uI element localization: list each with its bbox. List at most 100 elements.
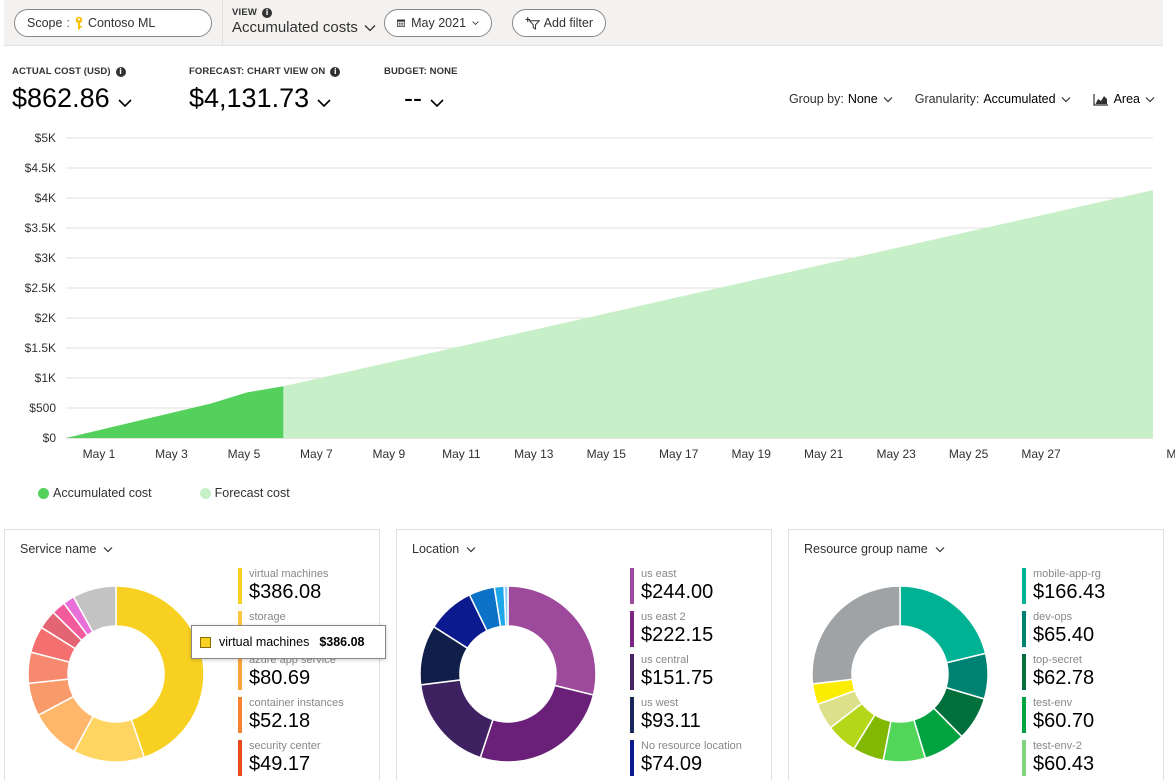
- key-icon: [75, 16, 83, 30]
- color-swatch: [1022, 568, 1026, 604]
- group-by-dropdown[interactable]: Group by: None: [789, 92, 893, 106]
- info-icon: i: [115, 66, 126, 77]
- forecast-kpi: FORECAST: CHART VIEW ON i $4,131.73: [189, 66, 341, 114]
- card-title: Service name: [20, 542, 97, 556]
- toolbar-divider: [222, 0, 223, 46]
- item-value: $244.00: [641, 581, 714, 603]
- resource-group-dropdown[interactable]: Resource group name: [804, 542, 945, 556]
- x-tick-label: May 27: [1021, 447, 1061, 461]
- budget-label: BUDGET: NONE: [384, 66, 458, 77]
- list-item[interactable]: security center $49.17: [238, 740, 378, 780]
- list-item[interactable]: test-env-2 $60.43: [1022, 740, 1162, 780]
- color-swatch: [238, 740, 242, 776]
- list-item[interactable]: container instances $52.18: [238, 697, 378, 740]
- group-by-value: None: [847, 92, 878, 106]
- resource-group-list: mobile-app-rg $166.43 dev-ops $65.40 top-sec…: [1022, 568, 1162, 780]
- color-swatch: [1022, 740, 1026, 776]
- list-item[interactable]: dev-ops $65.40: [1022, 611, 1162, 654]
- list-item[interactable]: us west $93.11: [630, 697, 770, 740]
- chevron-down-icon: [317, 98, 331, 107]
- tooltip-value: $386.08: [319, 635, 365, 649]
- legend-item-forecast[interactable]: Forecast cost: [199, 486, 290, 500]
- color-swatch: [1022, 697, 1026, 733]
- x-tick-label: May 21: [804, 447, 844, 461]
- list-item[interactable]: mobile-app-rg $166.43: [1022, 568, 1162, 611]
- x-tick-label: May 1: [83, 447, 116, 461]
- color-swatch: [1022, 611, 1026, 647]
- item-value: $166.43: [1033, 581, 1106, 603]
- chart-legend: Accumulated cost Forecast cost: [38, 486, 338, 500]
- item-value: $93.11: [641, 710, 701, 732]
- item-value: $60.43: [1033, 753, 1095, 775]
- forecast-cost-area[interactable]: [283, 190, 1153, 438]
- donut-slice[interactable]: [419, 679, 494, 759]
- chevron-down-icon: [1061, 96, 1071, 102]
- item-name: security center: [249, 740, 321, 752]
- color-swatch: [238, 697, 242, 733]
- add-filter-label: Add filter: [543, 16, 593, 30]
- calendar-icon: [397, 19, 406, 28]
- color-swatch: [630, 568, 634, 604]
- legend-item-accumulated[interactable]: Accumulated cost: [38, 486, 152, 500]
- item-value: $60.70: [1033, 710, 1095, 732]
- date-range-button[interactable]: May 2021: [384, 9, 492, 37]
- y-tick-label: $0: [43, 431, 57, 445]
- x-tick-label: May 3: [155, 447, 188, 461]
- location-dropdown[interactable]: Location: [412, 542, 476, 556]
- item-name: us central: [641, 654, 689, 666]
- granularity-dropdown[interactable]: Granularity: Accumulated: [915, 92, 1071, 106]
- item-name: No resource location: [641, 740, 742, 752]
- donut-slice[interactable]: [507, 585, 597, 696]
- y-tick-label: $5K: [35, 131, 56, 145]
- list-item[interactable]: virtual machines $386.08: [238, 568, 378, 611]
- budget-value: --: [404, 83, 422, 113]
- x-tick-label: May 25: [949, 447, 989, 461]
- donut-slice[interactable]: [479, 684, 595, 762]
- chart-controls: Group by: None Granularity: Accumulated …: [767, 92, 1155, 106]
- y-tick-label: $500: [29, 401, 56, 415]
- service-list: virtual machines$386.08storage$112.94azu…: [238, 568, 378, 780]
- forecast-dropdown[interactable]: $4,131.73: [189, 83, 340, 114]
- add-filter-button[interactable]: Add filter: [512, 9, 606, 37]
- list-item[interactable]: azure app service $80.69: [238, 654, 378, 697]
- item-name: container instances: [249, 697, 344, 709]
- x-tick-label: May 5: [228, 447, 261, 461]
- scope-button[interactable]: Scope : Contoso ML: [14, 9, 212, 37]
- actual-cost-label: ACTUAL COST (USD): [12, 66, 111, 77]
- item-value: $49.17: [249, 753, 311, 775]
- accumulated-cost-area[interactable]: [66, 386, 284, 438]
- item-name: test-env: [1033, 697, 1073, 709]
- list-item[interactable]: us east 2 $222.15: [630, 611, 770, 654]
- scope-value: Contoso ML: [87, 16, 156, 30]
- add-filter-icon: [525, 17, 540, 30]
- service-donut-chart: [27, 585, 205, 762]
- list-item[interactable]: us central $151.75: [630, 654, 770, 697]
- date-value: May 2021: [411, 16, 467, 30]
- actual-cost-dropdown[interactable]: $862.86: [12, 83, 132, 114]
- color-swatch: [630, 740, 634, 776]
- chart-tooltip: virtual machines $386.08: [191, 625, 386, 659]
- donut-slice[interactable]: [899, 585, 987, 664]
- color-swatch: [630, 611, 634, 647]
- donut-slice[interactable]: [811, 585, 901, 685]
- chart-type-dropdown[interactable]: Area: [1092, 92, 1155, 106]
- granularity-value: Accumulated: [983, 92, 1056, 106]
- list-item[interactable]: No resource location $74.09: [630, 740, 770, 780]
- x-tick-label: May 7: [300, 447, 333, 461]
- x-tick-label: May 31: [1166, 447, 1175, 461]
- donut-slice[interactable]: [115, 585, 205, 759]
- legend-dot: [199, 487, 211, 499]
- service-name-dropdown[interactable]: Service name: [20, 542, 113, 556]
- list-item[interactable]: test-env $60.70: [1022, 697, 1162, 740]
- y-tick-label: $4K: [35, 191, 56, 205]
- budget-dropdown[interactable]: --: [384, 83, 458, 114]
- donut-slice[interactable]: [503, 585, 509, 627]
- donut-slice[interactable]: [72, 585, 117, 633]
- item-name: us east 2: [641, 611, 686, 623]
- item-name: mobile-app-rg: [1033, 568, 1101, 580]
- view-value: Accumulated costs: [232, 19, 358, 36]
- list-item[interactable]: us east $244.00: [630, 568, 770, 611]
- list-item[interactable]: top-secret $62.78: [1022, 654, 1162, 697]
- view-selector[interactable]: VIEW i Accumulated costs: [232, 7, 376, 36]
- granularity-label: Granularity:: [914, 92, 980, 106]
